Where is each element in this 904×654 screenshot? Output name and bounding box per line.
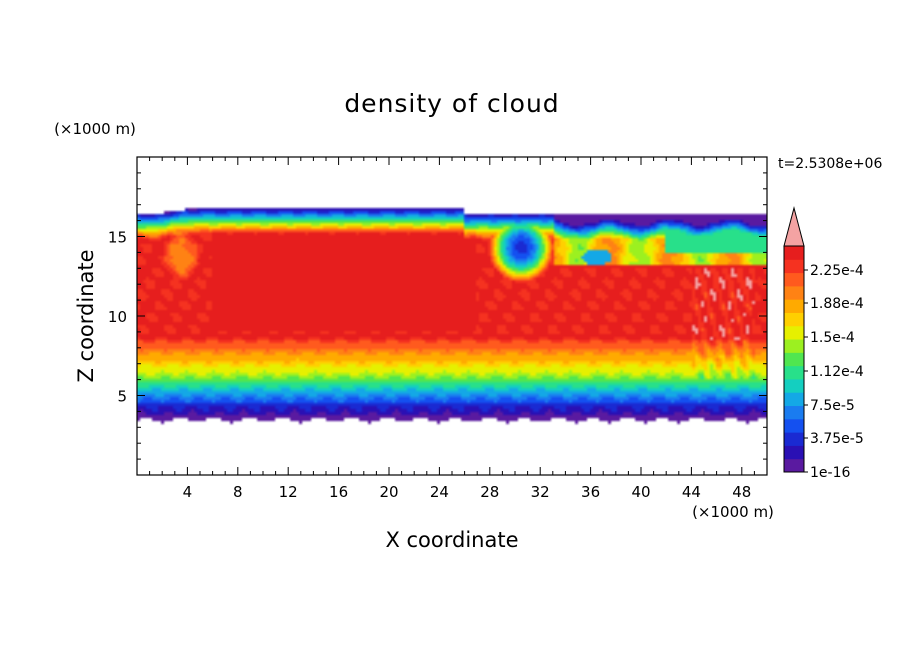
colorbar-label: 7.5e-5 xyxy=(810,398,855,414)
colorbar-swatch xyxy=(784,312,804,327)
x-tick-label: 8 xyxy=(233,483,243,501)
colorbar-swatch xyxy=(784,339,804,353)
colorbar-label: 1e-16 xyxy=(810,465,850,481)
x-tick-label: 40 xyxy=(631,483,650,501)
x-tick-label: 28 xyxy=(480,483,499,501)
colorbar-swatch xyxy=(784,246,804,260)
y-axis: 5 10 15 xyxy=(108,172,767,460)
colorbar-label: 1.12e-4 xyxy=(810,364,864,380)
time-label: t=2.5308e+06 xyxy=(778,156,882,172)
colorbar-swatch xyxy=(784,392,804,407)
x-tick-label: 24 xyxy=(430,483,449,501)
x-tick-label: 20 xyxy=(379,483,398,501)
colorbar-swatch xyxy=(784,299,804,313)
colorbar-swatch xyxy=(784,445,804,460)
x-tick-label: 36 xyxy=(581,483,600,501)
colorbar: 1e-16 3.75e-5 7.5e-5 1.12e-4 1.5e-4 1.88e-4 2.… xyxy=(783,206,864,481)
colorbar-label: 2.25e-4 xyxy=(810,263,864,279)
colorbar-label: 1.5e-4 xyxy=(810,330,855,346)
colorbar-swatch xyxy=(784,378,804,393)
x-axis-label: X coordinate xyxy=(385,528,518,552)
y-tick-label: 10 xyxy=(108,308,127,326)
x-unit-label: (×1000 m) xyxy=(692,503,774,521)
colorbar-label: 3.75e-5 xyxy=(810,431,864,447)
y-axis-label: Z coordinate xyxy=(74,249,98,382)
colorbar-swatch xyxy=(784,458,804,473)
density-field-image xyxy=(137,157,767,475)
colorbar-swatch xyxy=(784,352,804,367)
colorbar-extend-arrow xyxy=(783,206,805,247)
x-tick-label: 16 xyxy=(329,483,348,501)
density-field xyxy=(137,157,767,475)
colorbar-swatch xyxy=(784,325,804,340)
colorbar-swatch xyxy=(784,432,804,446)
colorbar-swatch xyxy=(784,365,804,380)
colorbar-swatch xyxy=(784,285,804,300)
x-tick-label: 12 xyxy=(279,483,298,501)
x-tick-label: 32 xyxy=(531,483,550,501)
y-unit-label: (×1000 m) xyxy=(54,120,136,138)
colorbar-label: 1.88e-4 xyxy=(810,296,864,312)
colorbar-swatch xyxy=(784,405,804,420)
y-tick-label: 15 xyxy=(108,229,127,247)
y-tick-label: 5 xyxy=(117,388,127,406)
colorbar-swatch xyxy=(784,259,804,274)
chart-title: density of cloud xyxy=(344,89,559,118)
x-tick-label: 4 xyxy=(183,483,193,501)
x-tick-label: 48 xyxy=(732,483,751,501)
colorbar-swatch xyxy=(784,418,804,433)
x-tick-label: 44 xyxy=(682,483,701,501)
colorbar-swatch xyxy=(784,272,804,287)
x-axis: 4 8 12 16 20 24 28 32 36 40 44 48 xyxy=(149,157,755,501)
